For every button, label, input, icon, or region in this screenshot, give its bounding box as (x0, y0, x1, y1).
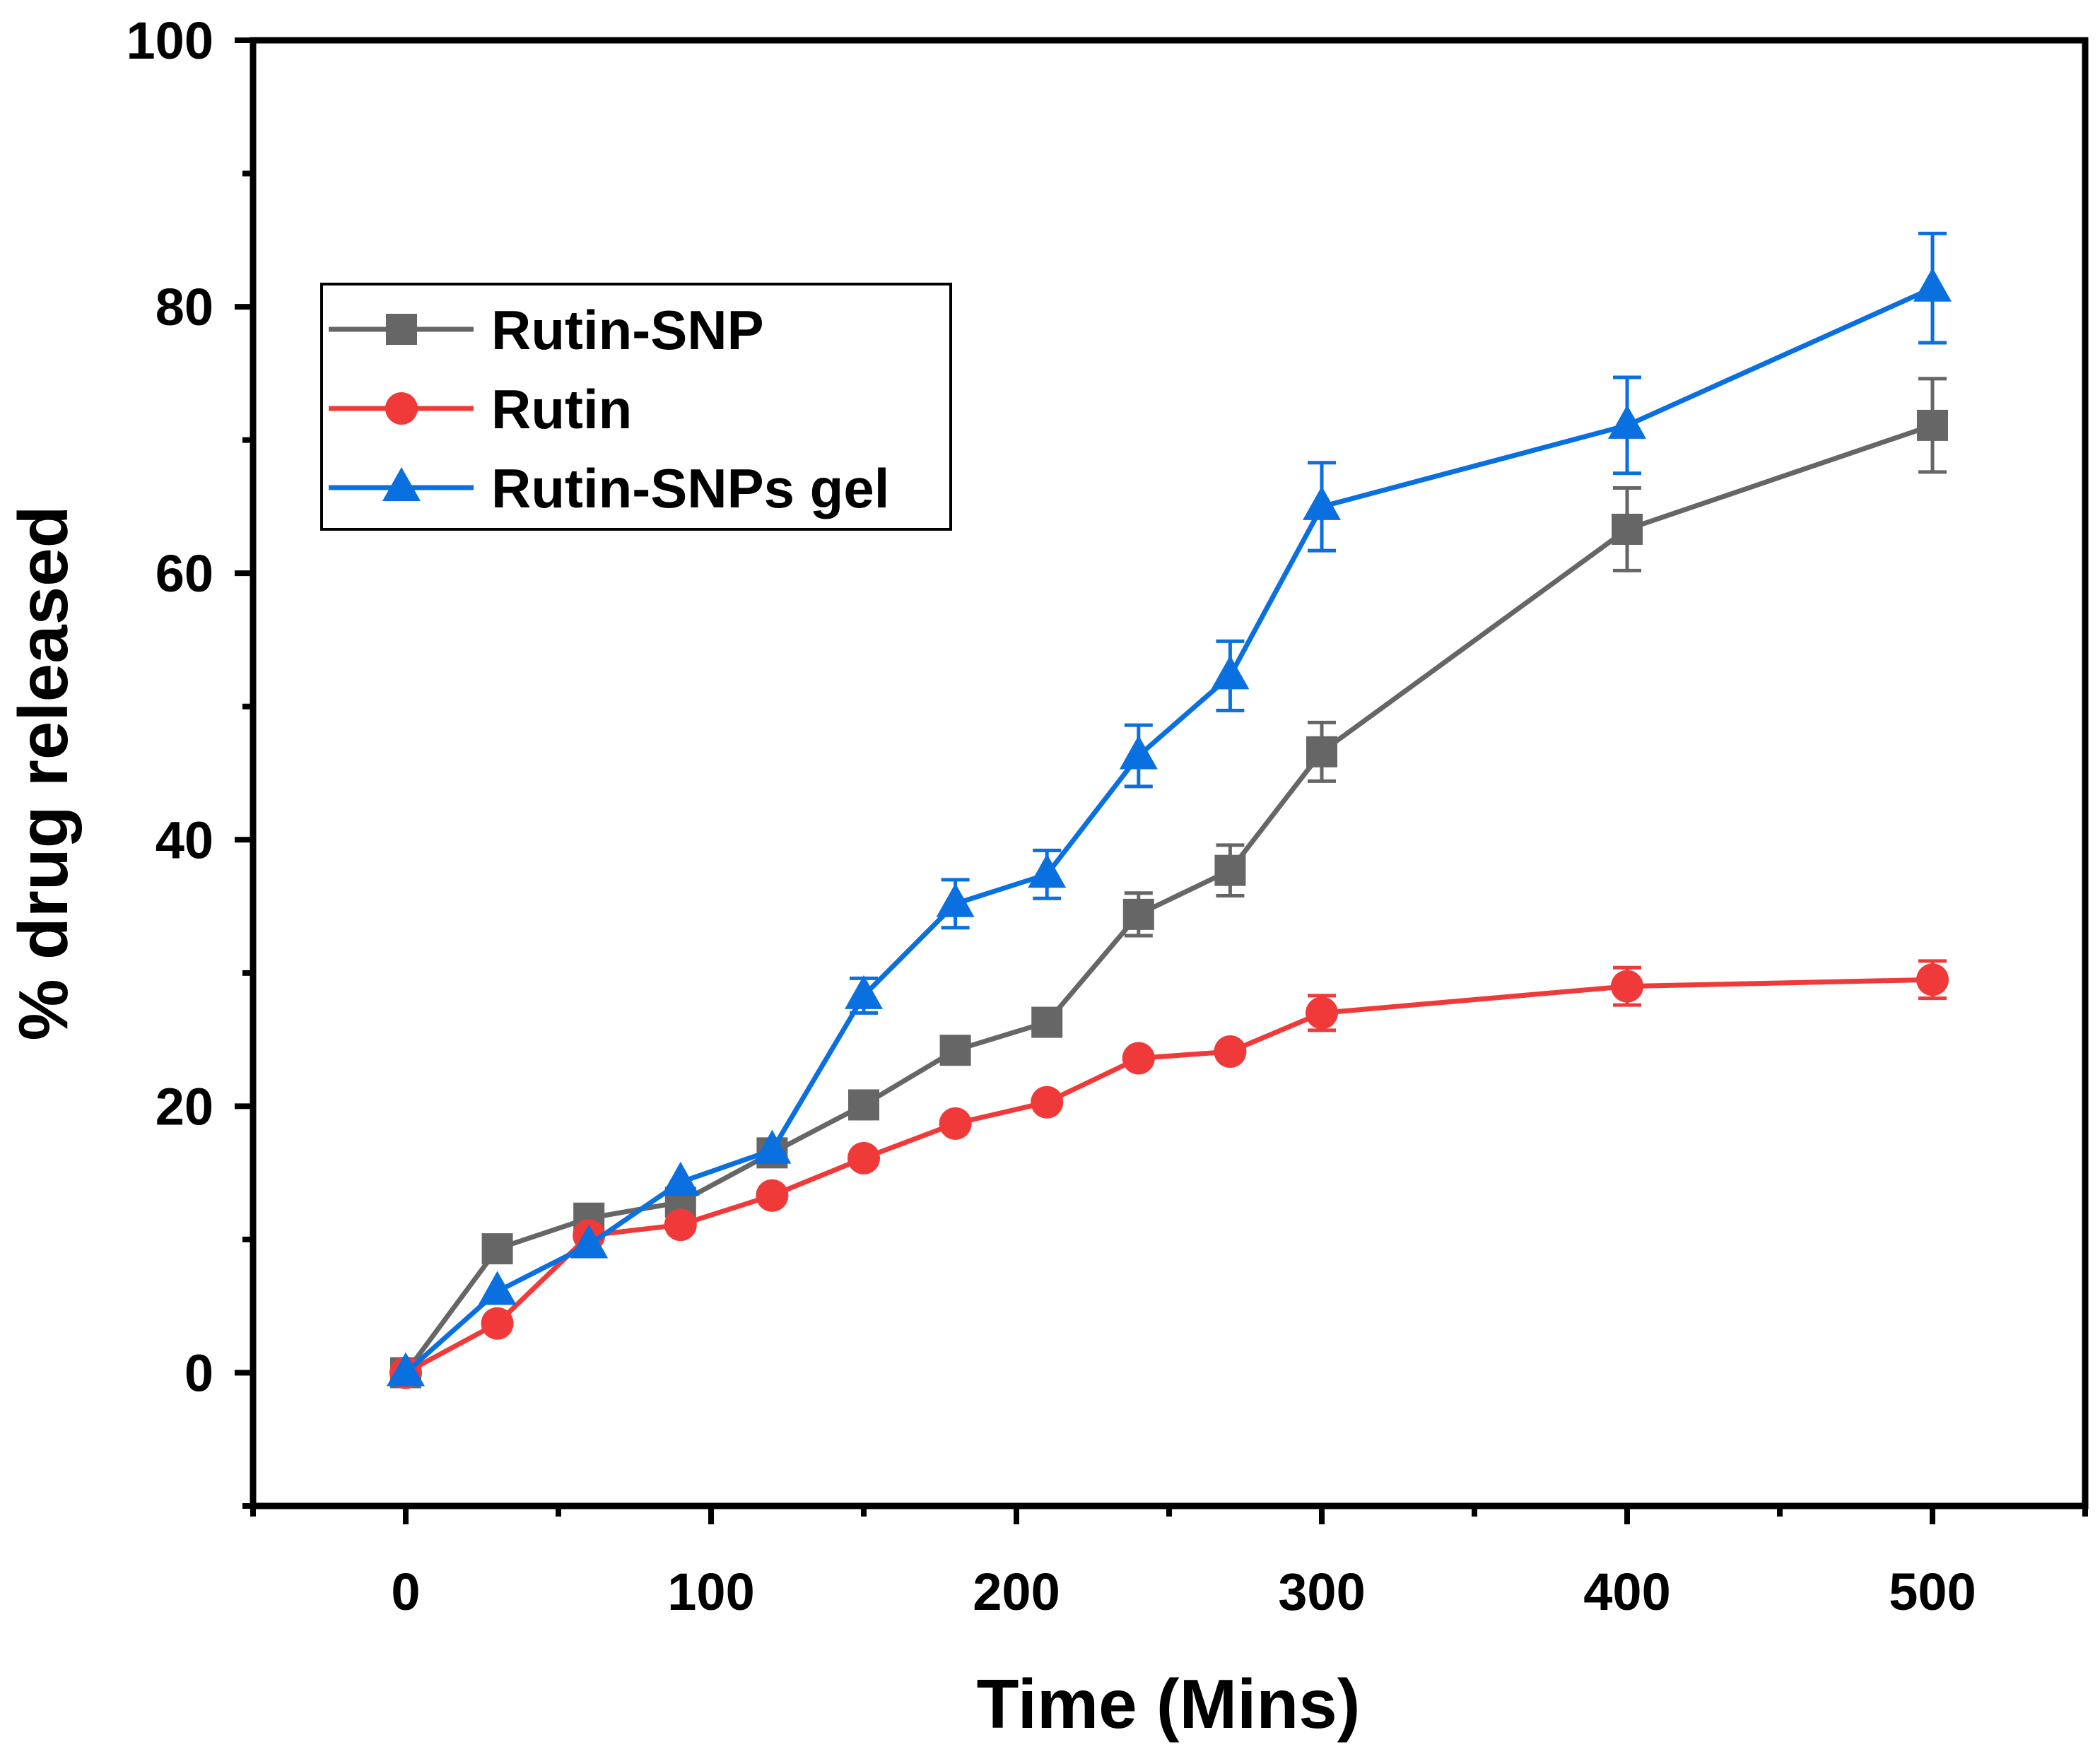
data-point-rutin (1916, 963, 1949, 996)
legend-label-rutin-snps-gel: Rutin-SNPs gel (491, 457, 889, 519)
data-point-rutin-snp (939, 1035, 971, 1066)
data-point-rutin-snps-gel (753, 1129, 792, 1164)
legend-label-rutin-snp: Rutin-SNP (491, 299, 764, 361)
legend-label-rutin: Rutin (491, 378, 632, 440)
data-point-rutin-snps-gel (1608, 404, 1646, 439)
data-point-rutin (939, 1107, 972, 1140)
data-point-rutin-snps-gel (1028, 854, 1067, 888)
data-point-rutin-snps-gel (387, 1352, 425, 1387)
legend-marker-rutin-snps-gel (382, 467, 421, 501)
data-point-rutin-snp (1612, 513, 1643, 545)
data-point-rutin (664, 1208, 697, 1242)
y-axis-title: % drug released (4, 505, 82, 1040)
data-point-rutin (481, 1307, 514, 1340)
data-point-rutin (1122, 1042, 1155, 1075)
data-point-rutin-snp (1214, 854, 1246, 886)
y-tick-label: 80 (156, 278, 213, 336)
plot-frame (250, 37, 2089, 1509)
data-point-rutin-snp (848, 1089, 879, 1121)
x-tick-label: 200 (973, 1562, 1060, 1621)
x-tick-label: 400 (1583, 1562, 1670, 1621)
x-axis-title: Time (Mins) (977, 1665, 1361, 1743)
data-point-rutin-snp (481, 1233, 513, 1265)
y-tick-label: 100 (127, 11, 213, 70)
data-point-rutin-snp (1031, 1006, 1063, 1038)
y-tick-label: 40 (156, 811, 213, 869)
legend-marker-rutin (385, 392, 418, 425)
series-layer (387, 231, 1952, 1389)
x-tick-label: 500 (1889, 1562, 1976, 1621)
data-point-rutin-snps-gel (661, 1161, 700, 1196)
legend-marker-rutin-snp (386, 314, 417, 345)
data-point-rutin-snps-gel (1211, 655, 1250, 690)
x-tick-label: 100 (667, 1562, 754, 1621)
x-tick-label: 0 (391, 1562, 420, 1621)
data-point-rutin-snps-gel (570, 1224, 609, 1259)
data-point-rutin-snps-gel (1119, 735, 1158, 770)
data-point-rutin (847, 1141, 880, 1175)
data-point-rutin-snps-gel (1303, 485, 1341, 520)
x-tick-label: 300 (1278, 1562, 1365, 1621)
y-tick-label: 0 (184, 1343, 213, 1402)
y-tick-label: 60 (156, 544, 213, 603)
data-point-rutin-snp (1306, 736, 1337, 767)
data-point-rutin (1214, 1035, 1247, 1069)
data-point-rutin (1306, 996, 1338, 1030)
y-tick-label: 20 (156, 1077, 213, 1136)
data-point-rutin (1611, 970, 1643, 1003)
data-point-rutin-snps-gel (845, 975, 883, 1009)
data-point-rutin (756, 1179, 789, 1212)
series-rutin-snps-gel (387, 231, 1952, 1387)
data-point-rutin (1031, 1085, 1064, 1119)
data-point-rutin-snps-gel (936, 883, 975, 917)
data-point-rutin-snp (1917, 409, 1948, 441)
data-point-rutin-snps-gel (1913, 267, 1952, 302)
tick-labels: 0 100 200 300 400 500 0 20 40 60 80 100 (127, 11, 1976, 1621)
data-point-rutin-snps-gel (478, 1271, 517, 1305)
data-point-rutin-snp (1122, 898, 1154, 930)
legend: Rutin-SNP Rutin Rutin-SNPs gel (320, 283, 952, 531)
